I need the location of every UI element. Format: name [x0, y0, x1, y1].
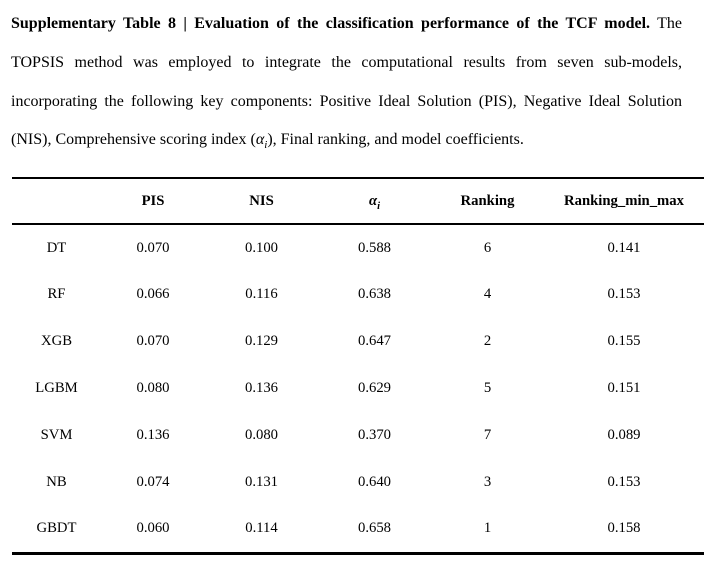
cell-pis: 0.070 [136, 333, 170, 350]
caption-line-1: Supplementary Table 8 | Evaluation of th… [11, 5, 682, 44]
cell-ranking-min-max: 0.153 [607, 474, 641, 491]
cell-ranking: 5 [483, 380, 492, 397]
table-header-row: PIS NIS αi Ranking Ranking_min_max [12, 178, 704, 225]
table-row: DT 0.070 0.100 0.588 6 0.141 [12, 224, 704, 271]
table-row: RF 0.066 0.116 0.638 4 0.153 [12, 271, 704, 318]
col-header-ranking: Ranking [460, 192, 515, 209]
cell-pis: 0.070 [136, 239, 170, 256]
cell-alpha: 0.638 [357, 286, 392, 303]
cell-nis: 0.080 [244, 427, 279, 444]
cell-alpha: 0.588 [357, 239, 392, 256]
table-row: GBDT 0.060 0.114 0.658 1 0.158 [12, 506, 704, 553]
cell-nis: 0.114 [245, 520, 278, 537]
cell-alpha: 0.370 [357, 427, 392, 444]
cell-pis: 0.080 [136, 380, 170, 397]
alpha-subscript: i [377, 200, 381, 212]
cell-model: DT [46, 239, 67, 256]
cell-ranking: 1 [483, 520, 492, 537]
table-caption: Supplementary Table 8 | Evaluation of th… [0, 0, 694, 160]
cell-ranking: 4 [483, 286, 492, 303]
cell-nis: 0.116 [245, 286, 278, 303]
cell-pis: 0.136 [136, 427, 170, 444]
cell-nis: 0.129 [244, 333, 279, 350]
cell-pis: 0.074 [136, 474, 170, 491]
cell-model: XGB [40, 333, 72, 350]
cell-nis: 0.131 [244, 474, 279, 491]
col-header-ranking-min-max: Ranking_min_max [564, 192, 684, 209]
cell-ranking-min-max: 0.153 [607, 286, 641, 303]
cell-ranking-min-max: 0.155 [607, 333, 641, 350]
table-row: XGB 0.070 0.129 0.647 2 0.155 [12, 318, 704, 365]
cell-model: LGBM [35, 380, 78, 397]
cell-alpha: 0.640 [357, 474, 392, 491]
cell-model: GBDT [36, 520, 77, 537]
caption-line-4: (NIS), Comprehensive scoring index (αi),… [11, 121, 682, 160]
caption-line-2: TOPSIS method was employed to integrate … [11, 44, 682, 83]
table-row: LGBM 0.080 0.136 0.629 5 0.151 [12, 365, 704, 412]
caption-text: ), Final ranking, and model coefficients… [267, 131, 524, 149]
cell-pis: 0.066 [136, 286, 170, 303]
cell-alpha: 0.658 [357, 520, 392, 537]
alpha-symbol: α [368, 192, 378, 209]
col-header-pis: PIS [141, 192, 165, 209]
cell-ranking: 6 [483, 239, 492, 256]
col-header-alpha: αi [318, 178, 431, 224]
caption-text: (NIS), Comprehensive scoring index ( [11, 131, 256, 149]
cell-model: RF [47, 286, 66, 303]
cell-ranking: 7 [483, 427, 492, 444]
cell-pis: 0.060 [136, 520, 170, 537]
cell-ranking-min-max: 0.089 [607, 427, 641, 444]
cell-model: NB [46, 474, 67, 491]
table-row: NB 0.074 0.131 0.640 3 0.153 [12, 459, 704, 506]
cell-ranking-min-max: 0.141 [607, 239, 641, 256]
cell-nis: 0.136 [244, 380, 279, 397]
results-table: PIS NIS αi Ranking Ranking_min_max DT 0.… [12, 177, 704, 555]
col-header-model [12, 178, 101, 224]
cell-ranking-min-max: 0.158 [607, 520, 641, 537]
caption-line-3: incorporating the following key componen… [11, 83, 682, 122]
caption-text: The [650, 15, 683, 32]
col-header-nis: NIS [249, 192, 274, 209]
cell-model: SVM [40, 427, 73, 444]
cell-alpha: 0.647 [357, 333, 392, 350]
cell-ranking-min-max: 0.151 [607, 380, 641, 397]
cell-ranking: 2 [483, 333, 492, 350]
alpha-subscript: i [264, 139, 268, 152]
cell-alpha: 0.629 [357, 380, 392, 397]
cell-nis: 0.100 [244, 239, 279, 256]
table-row: SVM 0.136 0.080 0.370 7 0.089 [12, 412, 704, 459]
alpha-symbol: α [255, 131, 265, 149]
caption-text: TOPSIS method was employed to integrate … [11, 53, 682, 71]
caption-title: Supplementary Table 8 | Evaluation of th… [11, 15, 651, 32]
caption-text: incorporating the following key componen… [11, 92, 682, 110]
cell-ranking: 3 [483, 474, 492, 491]
